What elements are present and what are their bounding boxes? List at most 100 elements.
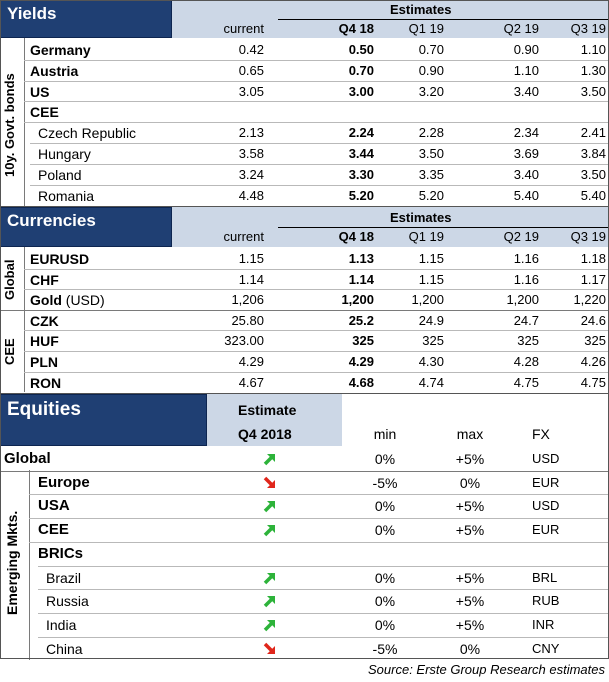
equity-max: +5%	[455, 569, 485, 586]
yields-value: 3.44	[348, 146, 374, 161]
row-divider	[24, 80, 609, 82]
equity-row-label: USA	[38, 497, 70, 515]
yields-value: 1.10	[580, 42, 606, 57]
equity-max: +5%	[455, 593, 485, 610]
yields-value: 3.58	[238, 146, 264, 161]
yields-col-4-header: Q3 19	[570, 21, 606, 36]
currency-row-label: EURUSD	[30, 249, 89, 269]
currencies-cee-label: CEE	[2, 338, 17, 366]
arrow-up-right-icon	[263, 523, 277, 537]
currency-value: 4.29	[238, 354, 264, 369]
section-divider	[0, 393, 609, 394]
row-divider	[38, 612, 609, 614]
currency-value: 4.30	[418, 354, 444, 369]
arrow-up-right-icon	[263, 571, 277, 585]
equity-min: 0%	[374, 616, 396, 633]
yields-value: 0.90	[418, 62, 444, 78]
yields-value: 1.30	[580, 62, 606, 78]
equity-fx: CNY	[532, 640, 560, 656]
yields-value: 3.40	[513, 166, 539, 182]
equity-row-label: CEE	[38, 521, 69, 539]
equity-max: +5%	[455, 498, 485, 515]
yields-value: 3.30	[348, 166, 374, 182]
yields-value: 3.50	[580, 83, 606, 99]
yields-col-0-header: current	[223, 21, 264, 36]
currency-value: 1,200	[411, 292, 444, 308]
currency-value: 325	[584, 333, 606, 349]
yields-value: 3.35	[418, 166, 444, 182]
arrow-up-right-icon	[263, 452, 277, 466]
row-divider	[30, 163, 609, 165]
arrow-up-right-icon	[263, 594, 277, 608]
equity-max: +5%	[455, 522, 485, 539]
arrow-up-right-icon	[263, 499, 277, 513]
currencies-col-1-header: Q4 18	[338, 229, 374, 244]
equity-max: +5%	[455, 616, 485, 633]
row-divider	[24, 351, 609, 352]
equity-min: 0%	[374, 522, 396, 539]
equity-row-label: Russia	[46, 593, 89, 610]
section-divider	[0, 206, 609, 207]
currency-value: 1.17	[580, 271, 606, 287]
equities-fx-header: FX	[532, 426, 550, 442]
currency-suffix: (USD)	[61, 292, 105, 309]
arrow-up-right-icon	[263, 618, 277, 632]
yields-value: 3.50	[580, 166, 606, 182]
currencies-estimates-rule	[278, 227, 609, 228]
equity-max: +5%	[455, 451, 485, 467]
currency-value: 4.74	[418, 374, 444, 390]
equities-title: Equities	[7, 399, 81, 420]
source-note: Source: Erste Group Research estimates	[368, 662, 605, 677]
yields-value: 0.65	[238, 62, 264, 78]
currency-value: 24.7	[513, 312, 539, 328]
row-divider	[24, 371, 609, 373]
currency-value: 4.68	[348, 374, 374, 390]
yields-side-label: 10y. Govt. bonds	[2, 73, 17, 177]
equities-header: Equities	[0, 394, 207, 446]
row-divider	[24, 122, 609, 124]
currency-value: 325	[422, 333, 444, 349]
yields-value: 5.40	[513, 187, 539, 203]
equity-min: 0%	[374, 451, 396, 467]
row-divider	[0, 470, 609, 472]
yields-value: 2.41	[580, 125, 606, 141]
row-divider	[24, 59, 609, 61]
currency-value: 4.75	[513, 374, 539, 390]
equity-fx: EUR	[532, 522, 560, 538]
row-divider	[38, 636, 609, 638]
yields-row-label: US	[30, 83, 50, 100]
equity-fx: RUB	[532, 593, 560, 609]
yields-row-label: Romania	[38, 187, 95, 204]
equity-row-label: Europe	[38, 473, 90, 491]
equities-max-header: max	[456, 426, 484, 442]
currency-code: PLN	[30, 354, 58, 370]
equity-row-label: India	[46, 616, 77, 633]
yields-value: 1.10	[513, 62, 539, 78]
row-divider	[24, 101, 609, 103]
row-divider	[29, 494, 609, 496]
equity-min: 0%	[374, 498, 396, 515]
currency-value: 1.18	[580, 251, 606, 266]
currency-value: 4.26	[580, 354, 606, 369]
row-divider	[30, 184, 609, 186]
equity-fx: BRL	[532, 569, 558, 585]
yields-col-1-header: Q4 18	[338, 21, 374, 36]
yields-header: Yields	[0, 0, 172, 38]
yields-estimates-label: Estimates	[390, 2, 452, 17]
currencies-title: Currencies	[7, 211, 96, 230]
yields-title: Yields	[7, 4, 57, 23]
currencies-header: Currencies	[0, 207, 172, 247]
arrow-down-right-icon	[263, 476, 277, 490]
equities-estimate-period: Q4 2018	[238, 426, 292, 442]
currency-value: 1.16	[513, 271, 539, 287]
equity-max: 0%	[459, 474, 481, 491]
currency-value: 1,220	[573, 292, 606, 308]
equity-min: -5%	[372, 640, 398, 657]
equity-row-label: China	[46, 640, 83, 657]
currency-value: 24.9	[418, 312, 444, 328]
equity-max: 0%	[459, 640, 481, 657]
currency-row-label: Gold (USD)	[30, 290, 105, 310]
row-divider	[24, 268, 609, 270]
yields-estimates-rule	[278, 19, 609, 20]
yields-value: 3.84	[580, 146, 606, 161]
